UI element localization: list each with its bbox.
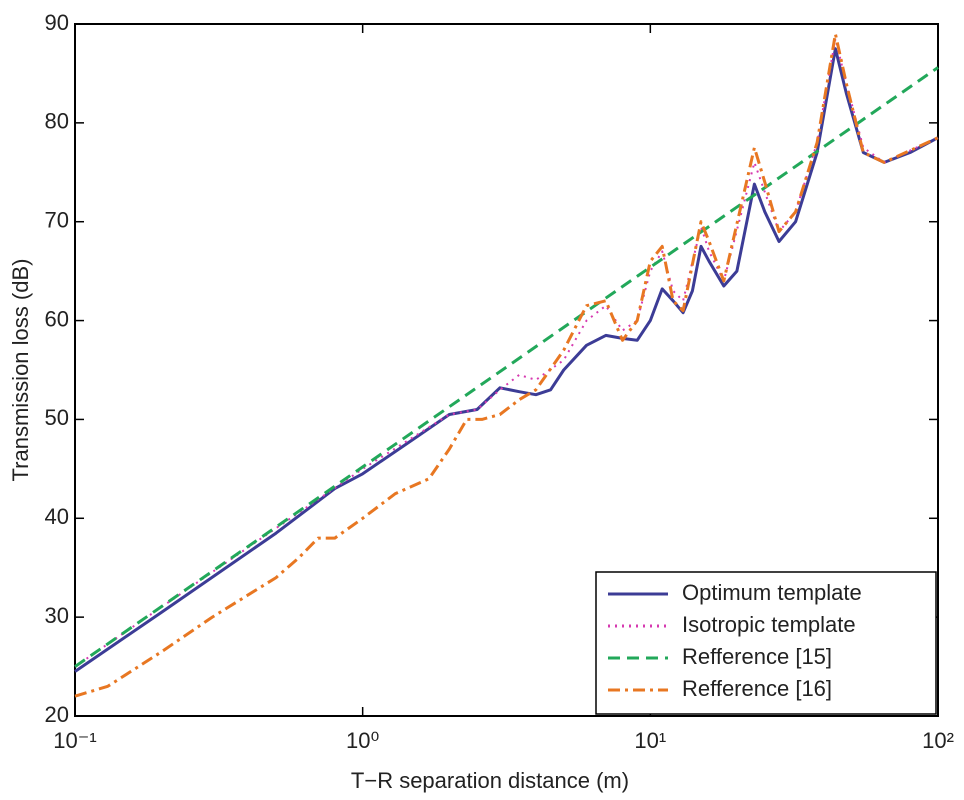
y-tick-label: 60: [45, 306, 69, 331]
y-tick-label: 50: [45, 405, 69, 430]
x-axis-label: T−R separation distance (m): [351, 768, 629, 793]
y-tick-label: 40: [45, 504, 69, 529]
legend-label: Refference [15]: [682, 644, 832, 669]
x-tick-label: 10⁰: [346, 728, 379, 753]
y-tick-label: 90: [45, 10, 69, 35]
plot-area: [74, 23, 939, 717]
series-line: [74, 37, 939, 668]
series-line: [74, 66, 939, 668]
y-tick-label: 80: [45, 109, 69, 134]
legend-label: Optimum template: [682, 580, 862, 605]
y-tick-label: 30: [45, 603, 69, 628]
x-tick-label: 10⁻¹: [53, 728, 96, 753]
y-axis-label: Transmission loss (dB): [8, 259, 33, 482]
legend-label: Isotropic template: [682, 612, 856, 637]
y-tick-label: 70: [45, 208, 69, 233]
x-tick-label: 10¹: [634, 728, 666, 753]
legend-label: Refference [16]: [682, 676, 832, 701]
x-tick-label: 10²: [922, 728, 954, 753]
y-tick-label: 20: [45, 702, 69, 727]
